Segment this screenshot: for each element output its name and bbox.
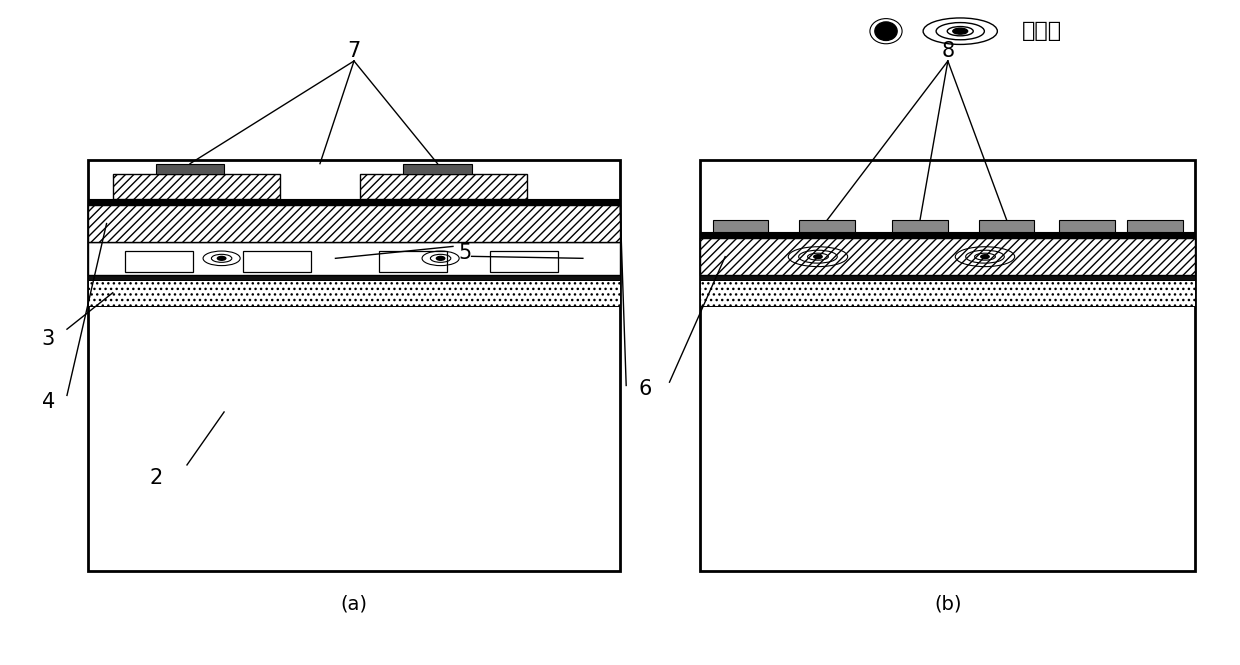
Bar <box>713 220 769 232</box>
Text: 6: 6 <box>639 379 651 399</box>
Bar <box>1059 220 1115 232</box>
Circle shape <box>217 255 227 261</box>
Bar <box>893 220 947 232</box>
Text: 3: 3 <box>42 329 55 349</box>
Text: 5: 5 <box>459 243 472 263</box>
Bar <box>113 174 280 199</box>
Text: 2: 2 <box>149 468 162 488</box>
Bar <box>701 232 1195 239</box>
Bar <box>156 164 224 174</box>
Text: (b): (b) <box>934 595 961 614</box>
Bar <box>978 220 1034 232</box>
Bar <box>490 251 558 271</box>
Bar <box>88 275 620 279</box>
Bar <box>88 205 620 242</box>
Text: 8: 8 <box>941 41 955 61</box>
Bar <box>88 242 620 275</box>
Circle shape <box>435 255 445 261</box>
Bar <box>701 239 1195 275</box>
Bar <box>403 164 471 174</box>
Bar <box>125 251 193 271</box>
Circle shape <box>813 254 823 259</box>
Bar <box>701 160 1195 571</box>
Text: 7: 7 <box>347 41 361 61</box>
Text: 4: 4 <box>42 392 55 412</box>
Bar <box>701 279 1195 306</box>
Bar <box>701 275 1195 279</box>
Bar <box>360 174 527 199</box>
Bar <box>378 251 446 271</box>
Ellipse shape <box>875 22 897 41</box>
Bar <box>88 199 620 205</box>
Bar <box>88 160 620 571</box>
Bar <box>1127 220 1183 232</box>
Ellipse shape <box>952 28 967 34</box>
Bar <box>243 251 311 271</box>
Circle shape <box>980 254 990 259</box>
Text: 光模场: 光模场 <box>1022 21 1063 41</box>
Bar <box>800 220 856 232</box>
Text: (a): (a) <box>341 595 367 614</box>
Bar <box>88 279 620 306</box>
